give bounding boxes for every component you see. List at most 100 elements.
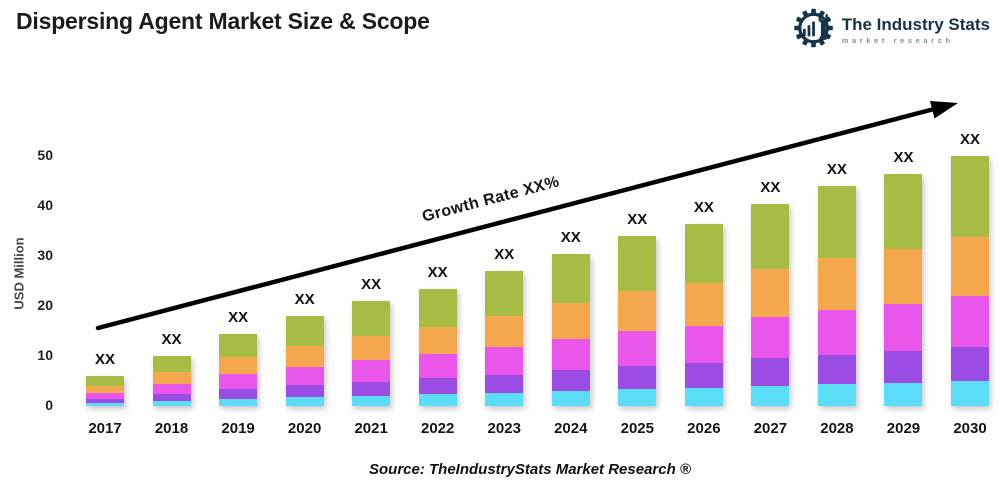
bar-value-label: XX bbox=[826, 161, 847, 178]
x-axis-label: 2025 bbox=[620, 420, 654, 437]
segment-purple bbox=[684, 363, 723, 388]
x-axis-label: 2023 bbox=[487, 420, 521, 437]
segment-purple bbox=[551, 370, 590, 391]
x-axis-label: 2024 bbox=[554, 420, 588, 437]
segment-green-top bbox=[152, 356, 191, 372]
segment-cyan-bottom bbox=[817, 384, 856, 406]
x-axis-label: 2030 bbox=[953, 420, 987, 437]
segment-green-top bbox=[751, 203, 790, 269]
segment-magenta bbox=[352, 360, 391, 382]
segment-cyan-bottom bbox=[618, 389, 657, 406]
segment-magenta bbox=[951, 295, 990, 347]
segment-green-top bbox=[884, 173, 923, 249]
bar-value-label: XX bbox=[494, 246, 515, 263]
segment-orange bbox=[418, 326, 457, 354]
segment-magenta bbox=[751, 316, 790, 358]
segment-purple bbox=[285, 385, 324, 397]
segment-cyan-bottom bbox=[86, 403, 124, 406]
segment-magenta bbox=[285, 366, 324, 385]
segment-magenta bbox=[884, 303, 923, 351]
x-axis-label: 2020 bbox=[287, 420, 322, 437]
segment-cyan-bottom bbox=[285, 397, 324, 406]
stacked-bar bbox=[884, 173, 923, 406]
segment-purple bbox=[951, 347, 990, 381]
segment-magenta bbox=[418, 354, 457, 378]
x-axis-label: 2028 bbox=[820, 420, 854, 437]
gear-wrench-chart-icon bbox=[792, 6, 836, 55]
stacked-bar bbox=[485, 271, 524, 406]
segment-purple bbox=[751, 358, 790, 386]
segment-magenta bbox=[684, 325, 723, 363]
bar-value-label: XX bbox=[161, 331, 182, 348]
logo-name: The Industry Stats bbox=[841, 15, 990, 35]
segment-purple bbox=[485, 374, 524, 393]
bar-value-label: XX bbox=[893, 148, 914, 166]
segment-green-top bbox=[86, 376, 124, 386]
segment-cyan-bottom bbox=[418, 394, 457, 406]
segment-green-top bbox=[618, 236, 657, 291]
segment-orange bbox=[152, 371, 191, 384]
segment-orange bbox=[951, 237, 990, 296]
stacked-bar bbox=[219, 333, 258, 406]
segment-orange bbox=[219, 356, 258, 374]
bar-value-label: XX bbox=[693, 198, 714, 216]
segment-orange bbox=[285, 345, 324, 367]
segment-purple bbox=[618, 366, 657, 389]
segment-orange bbox=[884, 249, 923, 304]
x-axis-label: 2027 bbox=[753, 420, 788, 437]
segment-magenta bbox=[551, 338, 590, 370]
segment-orange bbox=[551, 302, 590, 339]
segment-cyan-bottom bbox=[219, 398, 258, 406]
segment-purple bbox=[884, 351, 923, 383]
segment-green-top bbox=[684, 223, 723, 283]
segment-orange bbox=[352, 335, 391, 360]
y-axis-tick-label: 20 bbox=[37, 297, 53, 313]
x-axis-label: 2018 bbox=[154, 420, 189, 437]
segment-cyan-bottom bbox=[352, 395, 391, 406]
segment-purple bbox=[152, 394, 191, 401]
stacked-bar bbox=[751, 203, 790, 406]
segment-orange bbox=[817, 258, 856, 310]
segment-cyan-bottom bbox=[751, 385, 790, 406]
stacked-bar bbox=[684, 223, 723, 406]
segment-orange bbox=[618, 291, 657, 331]
x-axis-label: 2026 bbox=[687, 420, 721, 437]
segment-orange bbox=[751, 269, 790, 317]
y-axis-tick-label: 0 bbox=[45, 397, 53, 413]
segment-purple bbox=[86, 399, 124, 403]
stacked-bar bbox=[418, 288, 457, 406]
segment-green-top bbox=[485, 271, 524, 316]
segment-purple bbox=[418, 378, 457, 394]
y-axis-tick-label: 30 bbox=[37, 247, 53, 263]
growth-rate-label: Growth Rate XX% bbox=[420, 173, 562, 226]
segment-cyan-bottom bbox=[551, 390, 590, 406]
stacked-bar bbox=[352, 301, 391, 406]
source-text: Source: TheIndustryStats Market Research… bbox=[369, 461, 691, 478]
segment-magenta bbox=[219, 373, 258, 389]
segment-cyan-bottom bbox=[485, 392, 524, 406]
segment-magenta bbox=[618, 331, 657, 366]
segment-magenta bbox=[152, 383, 191, 394]
segment-green-top bbox=[219, 333, 258, 357]
stacked-bar bbox=[285, 316, 324, 406]
bar-value-label: XX bbox=[228, 308, 249, 326]
segment-green-top bbox=[951, 156, 990, 237]
bar-value-label: XX bbox=[94, 351, 115, 368]
x-axis-label: 2017 bbox=[88, 420, 122, 437]
logo-subtitle: market research bbox=[841, 35, 954, 45]
logo: The Industry Stats market research bbox=[792, 6, 990, 55]
x-axis-label: 2029 bbox=[886, 420, 921, 437]
segment-cyan-bottom bbox=[951, 381, 990, 406]
y-axis-tick-label: 40 bbox=[37, 197, 53, 213]
bar-value-label: XX bbox=[560, 228, 581, 246]
segment-orange bbox=[86, 386, 124, 393]
x-axis-label: 2021 bbox=[354, 420, 388, 437]
stacked-bar bbox=[86, 376, 124, 406]
segment-green-top bbox=[817, 186, 856, 258]
bar-value-label: XX bbox=[361, 276, 382, 293]
segment-green-top bbox=[285, 316, 324, 346]
y-axis-tick-label: 10 bbox=[37, 347, 53, 363]
bar-value-label: XX bbox=[294, 291, 315, 308]
stacked-bar bbox=[817, 186, 856, 406]
